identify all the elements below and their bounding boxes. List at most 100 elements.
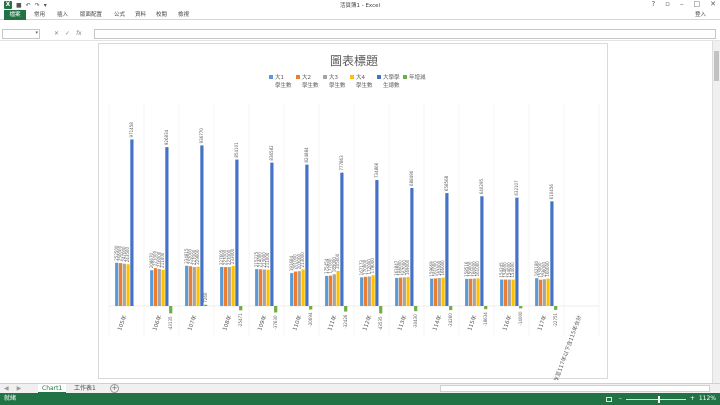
bar-6: [449, 306, 453, 311]
data-label: 247000: [121, 246, 126, 262]
tab-data[interactable]: 資料: [135, 12, 147, 18]
data-label: 211000: [160, 252, 165, 268]
legend-swatch: [323, 75, 327, 79]
ribbon-display-icon[interactable]: ▫: [665, 0, 670, 8]
help-icon[interactable]: ?: [651, 0, 656, 8]
minimize-icon[interactable]: –: [680, 0, 684, 8]
tab-view[interactable]: 檢視: [178, 12, 190, 18]
vertical-scroll-thumb[interactable]: [714, 51, 719, 81]
horizontal-scrollbar[interactable]: [440, 385, 710, 392]
data-label: 201000: [293, 254, 298, 270]
data-label: -24260: [448, 313, 453, 328]
data-label: 243500: [125, 247, 130, 263]
zoom-slider[interactable]: [625, 395, 686, 403]
category-label: 113年: [395, 313, 408, 331]
bar-5: [410, 187, 414, 306]
zoom-in-icon[interactable]: +: [689, 395, 695, 402]
data-label: 227000: [191, 249, 196, 265]
data-label: 163847: [394, 260, 399, 276]
tab-insert[interactable]: 插入: [57, 12, 69, 18]
formula-bar: ▾ ✕ ✓ fx: [0, 27, 720, 41]
data-label: 971458: [129, 122, 134, 138]
bar-4: [161, 269, 165, 306]
tab-formulas[interactable]: 公式: [114, 12, 126, 18]
data-label: 234815: [184, 248, 189, 264]
data-label: 169000: [405, 259, 410, 275]
bar-5: [515, 197, 519, 306]
title-bar: X ■ ↶ ↷ ▾ 活頁簿1 - Excel ? ▫ – □ ✕: [0, 0, 720, 10]
chart-svg: 圖表標題大1學生數大2學生數大3學生數大4學生數大學學生總數年增減2525002…: [108, 54, 600, 393]
tab-review[interactable]: 校閱: [156, 12, 168, 18]
formula-input[interactable]: [94, 29, 716, 39]
category-label: 117年: [535, 313, 548, 331]
bar-5: [340, 172, 344, 306]
tab-home[interactable]: 常用: [34, 12, 46, 18]
maximize-icon[interactable]: □: [693, 0, 701, 8]
data-label: -14000: [518, 311, 523, 326]
vertical-scrollbar[interactable]: [712, 41, 720, 383]
add-sheet-icon[interactable]: +: [110, 384, 119, 393]
customize-qat-icon[interactable]: ▾: [43, 1, 47, 9]
data-label: 191684: [289, 255, 294, 271]
chevron-down-icon[interactable]: ▾: [35, 30, 38, 36]
bar-2: [433, 278, 438, 306]
bar-3: [122, 263, 126, 306]
sheet-tab-bar: ◀ ▶ Chart1 工作表1 +: [0, 383, 720, 393]
bar-2: [153, 268, 158, 306]
bar-4: [126, 264, 130, 306]
enter-icon[interactable]: ✓: [65, 30, 71, 37]
data-label: 167000: [401, 260, 406, 276]
save-icon[interactable]: ■: [16, 1, 22, 9]
data-label: -43535: [378, 316, 383, 331]
category-label: 106年: [150, 313, 163, 331]
redo-icon[interactable]: ↷: [34, 1, 40, 9]
data-label: 632107: [514, 180, 519, 196]
bar-4: [406, 277, 410, 306]
category-label: 111年: [325, 313, 338, 331]
bar-5: [480, 196, 484, 306]
undo-icon[interactable]: ↶: [25, 1, 31, 9]
chart-title: 圖表標題: [330, 54, 378, 68]
bar-3: [402, 277, 406, 306]
data-label: 232000: [188, 249, 193, 265]
data-label: 854101: [234, 142, 239, 158]
legend-label: 大1: [275, 73, 284, 81]
next-sheet-icon[interactable]: ▶: [16, 385, 22, 392]
data-label: 166000: [440, 260, 445, 276]
previous-sheet-icon[interactable]: ◀: [4, 385, 9, 392]
zoom-slider-knob[interactable]: [657, 395, 660, 403]
legend-swatch: [350, 75, 354, 79]
data-label: 161000: [475, 261, 480, 277]
data-label: 227605: [219, 249, 224, 265]
name-box[interactable]: ▾: [2, 29, 40, 39]
function-icon[interactable]: fx: [76, 30, 82, 37]
chart-sheet-area: 圖表標題 大1 學生數 大2 學生數 大3 學生數 大4 學生數 大學學 生總數 年增減 252500 2…: [0, 41, 720, 393]
bar-3: [332, 274, 336, 306]
bar-5: [200, 145, 204, 306]
bar-4: [266, 269, 270, 306]
bar-1: [290, 273, 294, 306]
tab-file[interactable]: 檔案: [4, 10, 26, 20]
data-label: 154245: [499, 262, 504, 278]
legend-swatch: [269, 75, 273, 79]
tab-page-layout[interactable]: 版面配置: [80, 12, 103, 18]
data-label: 161000: [433, 261, 438, 277]
bar-6: [344, 306, 348, 312]
legend-swatch: [403, 75, 407, 79]
chart-area[interactable]: 圖表標題 大1 學生數 大2 學生數 大3 學生數 大4 學生數 大學學 生總數 年增減 252500 2…: [98, 43, 608, 393]
legend-label: 大學學: [383, 73, 400, 81]
sheet-tab-chart1[interactable]: Chart1: [38, 384, 66, 393]
bar-4: [476, 278, 480, 306]
data-label: 214000: [258, 252, 263, 268]
close-icon[interactable]: ✕: [710, 0, 716, 8]
bar-6: [554, 306, 558, 310]
sheet-tab-sheet1[interactable]: 工作表1: [74, 385, 96, 392]
sign-in-link[interactable]: 登入: [694, 12, 706, 18]
zoom-out-icon[interactable]: –: [618, 395, 622, 402]
data-label: 936770: [199, 128, 204, 144]
data-label: 170000: [363, 259, 368, 275]
bar-3: [192, 267, 196, 306]
cancel-icon[interactable]: ✕: [54, 30, 60, 37]
normal-view-icon[interactable]: [605, 396, 612, 402]
data-label: 159000: [468, 261, 473, 277]
